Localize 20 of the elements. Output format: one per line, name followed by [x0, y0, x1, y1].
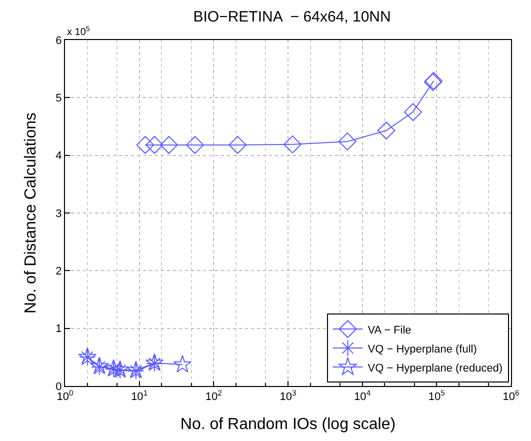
x-tick-label: 10$^{3}$ [280, 388, 296, 404]
x-tick-label: 10$^{6}$ [502, 388, 520, 404]
y-tick-label: 0 [56, 380, 62, 393]
y-tick-label: 5 [56, 92, 62, 105]
y-tick-label: 6 [56, 34, 62, 47]
y-tick-label: 1 [56, 323, 62, 336]
y-tick-label: 3 [56, 208, 62, 220]
chart-title: BIO−RETINA − 64x64, 10NN [193, 8, 391, 26]
y-tick-label: 2 [56, 266, 62, 278]
legend-label: VQ − Hyperplane (reduced) [368, 362, 503, 374]
x-tick-label: 10$^{1}$ [131, 388, 148, 404]
y-axis-title: No. of Distance Calculations [22, 112, 40, 314]
x-tick-label: 10$^{5}$ [428, 388, 445, 404]
text: x 10$^{5}$ [67, 26, 90, 38]
legend-label: VQ − Hyperplane (full) [368, 343, 477, 356]
y-tick-label: 4 [56, 150, 62, 162]
x-axis-title: No. of Random IOs (log scale) [180, 416, 396, 433]
x-tick-label: 10$^{4}$ [354, 388, 372, 404]
x-tick-label: 10$^{2}$ [205, 388, 222, 404]
legend-label: VA − File [368, 324, 412, 336]
